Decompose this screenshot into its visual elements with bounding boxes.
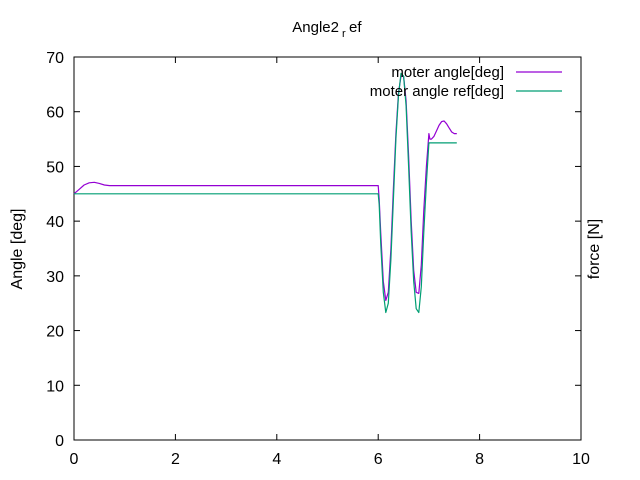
x-tick-label: 2	[171, 451, 180, 468]
plot-frame	[73, 56, 582, 441]
x-tick-label: 8	[475, 451, 484, 468]
x-tick-label: 0	[70, 451, 79, 468]
legend-entry-label: moter angle[deg]	[391, 64, 504, 81]
y-tick-label: 0	[55, 433, 64, 450]
x-tick-label: 6	[374, 451, 383, 468]
y-axis: 0 10 20 30 40 50 60 70	[46, 50, 581, 450]
x-tick-label: 10	[572, 451, 590, 468]
chart-title-subscript: r	[342, 28, 346, 40]
y-tick-label: 50	[46, 159, 64, 176]
series-layer	[73, 72, 457, 314]
chart-title: Angle2 r ef	[292, 19, 362, 40]
legend-entry-label: moter angle ref[deg]	[370, 83, 504, 100]
y2-axis-label: force [N]	[586, 219, 603, 279]
y-tick-label: 30	[46, 269, 64, 286]
y-tick-label: 10	[46, 378, 64, 395]
x-tick-label: 4	[272, 451, 281, 468]
y-axis-label: Angle [deg]	[9, 209, 26, 290]
y-tick-label: 70	[46, 50, 64, 67]
y-tick-label: 60	[46, 105, 64, 122]
series-line-1	[73, 75, 457, 302]
y-tick-label: 20	[46, 324, 64, 341]
chart-title-main: Angle2	[292, 19, 339, 36]
legend: moter angle[deg] moter angle ref[deg]	[370, 64, 562, 100]
chart-title-suffix: ef	[349, 19, 362, 36]
x-axis: 0 2 4 6 8 10	[70, 57, 590, 468]
y-tick-label: 40	[46, 214, 64, 231]
series-line-2	[74, 72, 457, 314]
